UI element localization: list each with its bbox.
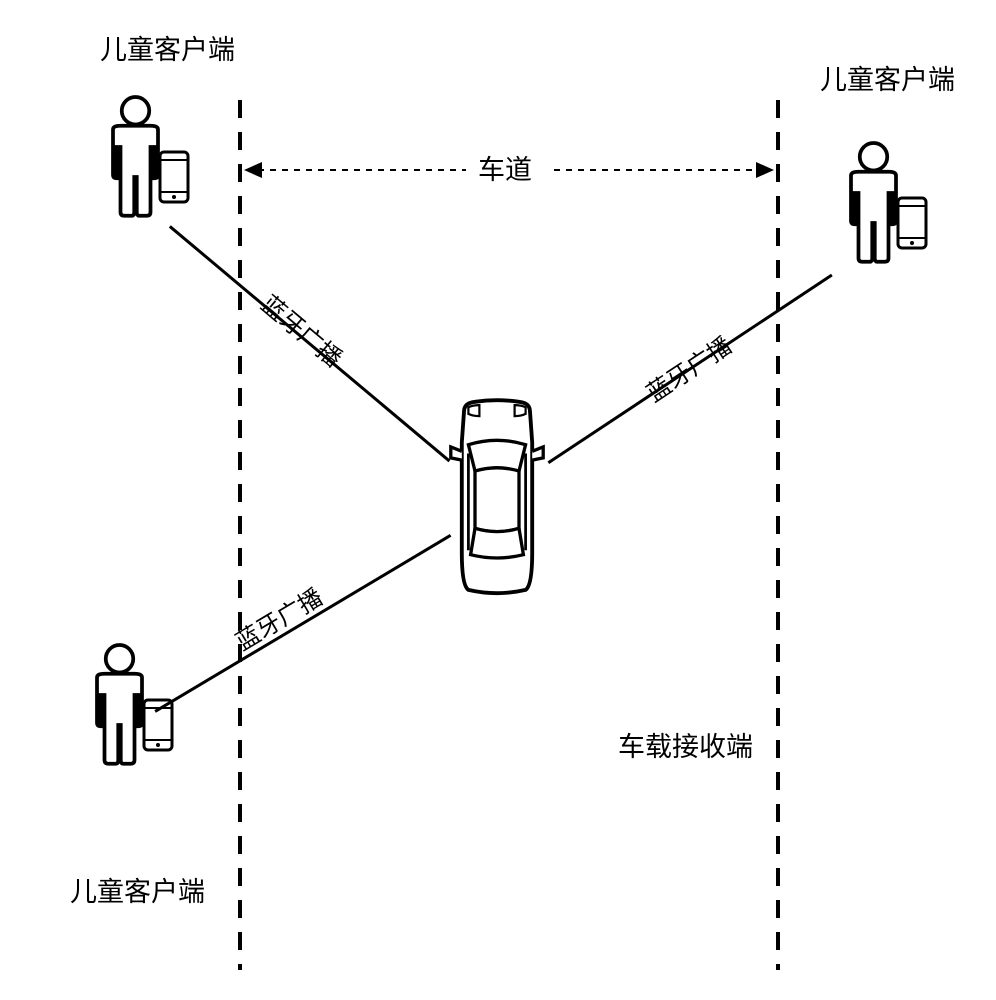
lane-line-right [775, 100, 781, 970]
phone-icon-tr [896, 196, 928, 250]
label-bluetooth-tl: 蓝牙广播 [255, 285, 351, 374]
label-vehicle-receiver: 车载接收端 [618, 725, 753, 764]
label-bluetooth-tr: 蓝牙广播 [638, 326, 737, 408]
label-child-client-tl: 儿童客户端 [100, 28, 235, 67]
lane-arrow [244, 155, 774, 185]
label-child-client-tr: 儿童客户端 [820, 58, 955, 97]
phone-icon-bl [142, 698, 174, 752]
bluetooth-line-bl [154, 534, 451, 712]
lane-line-left [237, 100, 243, 970]
label-child-client-bl: 儿童客户端 [70, 870, 205, 909]
phone-icon-tl [158, 150, 190, 204]
car-icon [442, 395, 552, 600]
